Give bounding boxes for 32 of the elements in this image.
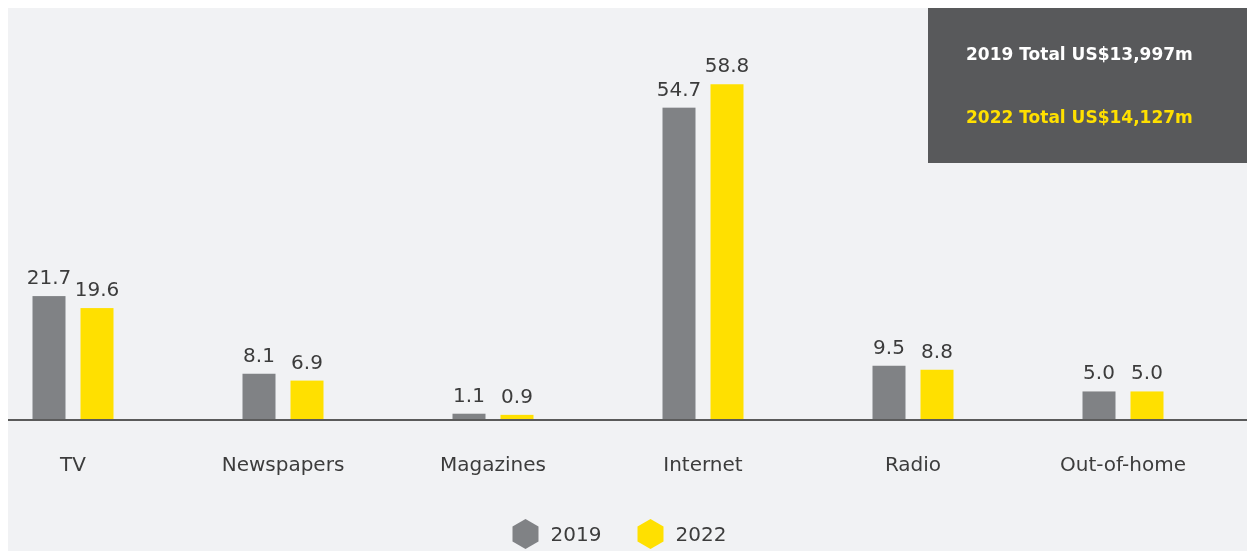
data-label: 19.6: [74, 277, 120, 302]
x-tick-label: TV: [59, 452, 87, 476]
bar: [710, 84, 744, 420]
bar: [80, 308, 114, 420]
bar: [32, 296, 66, 420]
x-tick-label: Newspapers: [221, 452, 345, 476]
text: 2019 Total US$13,997m: [966, 44, 1193, 64]
data-label: 8.1: [243, 342, 275, 367]
data-label: 5.0: [1083, 360, 1115, 385]
data-label: 1.1: [453, 382, 485, 407]
x-tick-label: Radio: [884, 452, 942, 476]
bar: [662, 107, 696, 420]
data-label: 0.9: [501, 383, 533, 408]
data-label: 21.7: [26, 265, 72, 290]
bar: [920, 369, 954, 420]
bar: [1082, 391, 1116, 420]
bar: [290, 380, 324, 420]
data-label: 54.7: [656, 76, 702, 101]
legend-label: 2019: [550, 522, 602, 546]
data-label: 9.5: [873, 334, 905, 359]
legend-label: 2022: [675, 522, 727, 546]
x-tick-label: Internet: [663, 452, 743, 476]
data-label: 8.8: [921, 338, 953, 363]
bar: [242, 373, 276, 420]
x-tick-label: Out-of-home: [1060, 452, 1186, 476]
bar: [1130, 391, 1164, 420]
annotation: 2022 Total US$14,127m: [966, 107, 1193, 127]
data-label: 58.8: [704, 53, 750, 78]
data-label: 5.0: [1131, 360, 1163, 385]
bar: [872, 365, 906, 420]
data-label: 6.9: [291, 349, 323, 374]
x-tick-label: Magazines: [440, 452, 546, 476]
